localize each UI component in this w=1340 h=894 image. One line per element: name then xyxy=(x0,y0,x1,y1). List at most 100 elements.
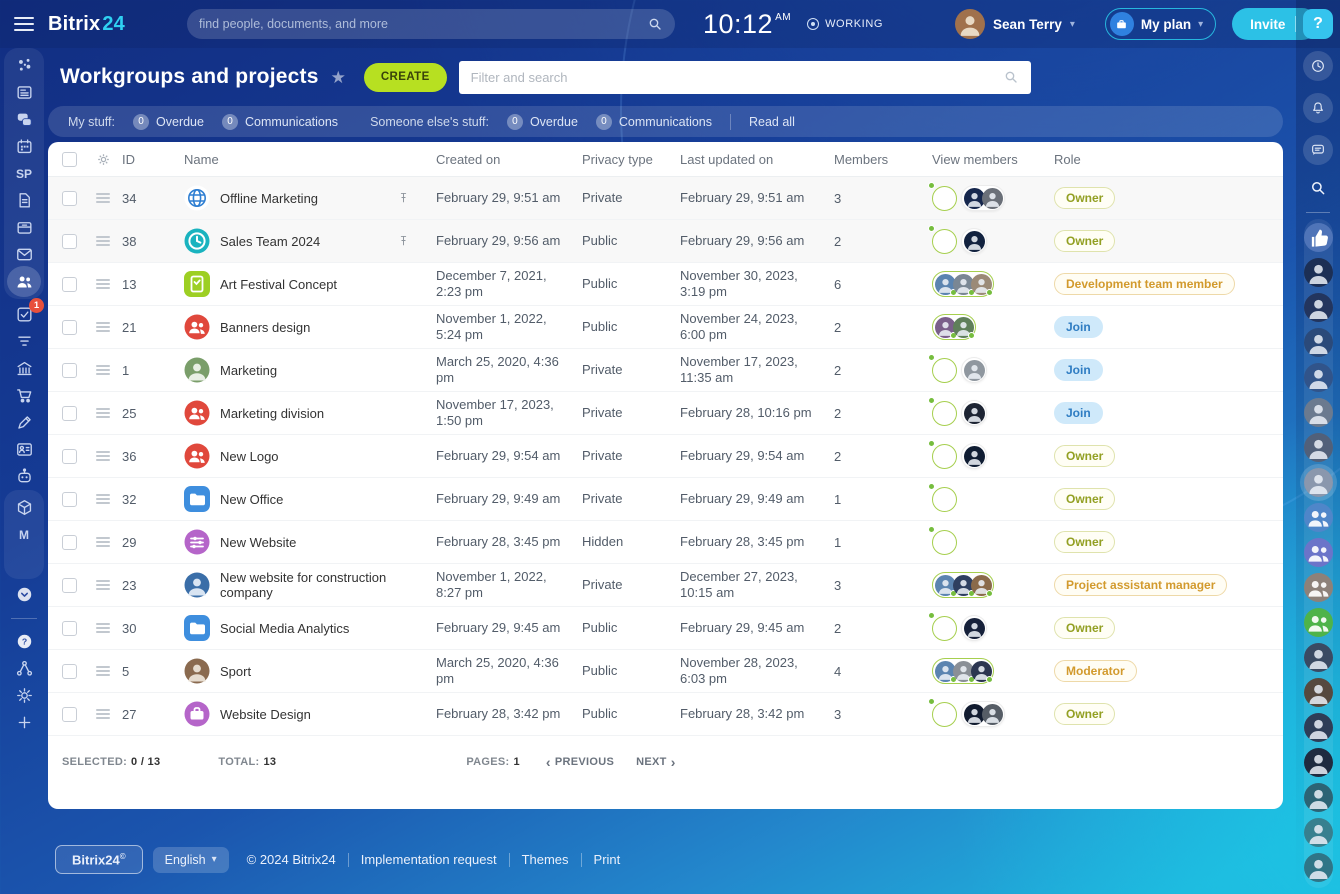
member-avatar[interactable] xyxy=(952,273,975,296)
sidebar-item-company[interactable] xyxy=(6,355,42,382)
green-members-pill[interactable] xyxy=(932,314,976,340)
row-checkbox[interactable] xyxy=(62,491,77,507)
table-row[interactable]: 30 Social Media Analytics February 29, 9:4… xyxy=(48,607,1283,650)
person-avatar[interactable] xyxy=(1303,293,1333,322)
favorite-star-icon[interactable]: ★ xyxy=(330,68,346,87)
row-drag-handle[interactable] xyxy=(96,623,110,633)
table-row[interactable]: 13 Art Festival Concept December 7, 2021, … xyxy=(48,263,1283,306)
row-checkbox[interactable] xyxy=(62,620,77,636)
workgroup-name[interactable]: New Website xyxy=(220,534,297,550)
workgroup-name[interactable]: New website for construction company xyxy=(220,570,387,600)
person-avatar[interactable] xyxy=(1303,783,1333,812)
member-avatar[interactable] xyxy=(963,703,985,725)
member-avatar[interactable] xyxy=(981,703,1003,725)
members-pill[interactable] xyxy=(961,443,987,469)
workgroup-name[interactable]: Marketing division xyxy=(220,405,325,421)
global-search[interactable] xyxy=(186,9,675,39)
filter-search-icon[interactable] xyxy=(1003,69,1019,85)
create-button[interactable]: CREATE xyxy=(363,62,447,92)
row-checkbox[interactable] xyxy=(62,706,77,722)
sidebar-item-live-feed[interactable] xyxy=(6,52,42,79)
member-avatar[interactable] xyxy=(963,402,985,424)
role-badge[interactable]: Owner xyxy=(1054,488,1116,510)
member-avatar[interactable] xyxy=(963,230,985,252)
role-badge[interactable]: Owner xyxy=(1054,617,1116,639)
row-checkbox[interactable] xyxy=(62,190,77,206)
role-badge[interactable]: Owner xyxy=(1054,445,1116,467)
role-badge[interactable]: Owner xyxy=(1054,187,1116,209)
workgroup-name[interactable]: Offline Marketing xyxy=(220,190,319,206)
sidebar-search-icon[interactable] xyxy=(1309,179,1327,202)
group-avatar[interactable] xyxy=(1303,608,1333,637)
footer-brand-button[interactable]: Bitrix24© xyxy=(55,845,143,875)
table-row[interactable]: 34 Offline Marketing February 29, 9:51 am P… xyxy=(48,177,1283,220)
table-row[interactable]: 23 New website for construction company No… xyxy=(48,564,1283,607)
green-members-pill[interactable] xyxy=(932,658,994,684)
row-checkbox[interactable] xyxy=(62,319,77,335)
table-settings-gear-icon[interactable] xyxy=(96,152,111,167)
sidebar-item-mail[interactable] xyxy=(6,241,42,268)
group-avatar[interactable] xyxy=(1303,538,1333,567)
pin-icon[interactable] xyxy=(397,191,410,206)
member-avatar[interactable] xyxy=(963,359,985,381)
sidebar-item-store[interactable] xyxy=(6,382,42,409)
workgroup-name[interactable]: Art Festival Concept xyxy=(220,276,338,292)
row-drag-handle[interactable] xyxy=(96,279,110,289)
language-selector[interactable]: English ▾ xyxy=(152,846,229,873)
my-stuff-communications-chip[interactable]: 0 Communications xyxy=(221,113,338,130)
user-avatar[interactable] xyxy=(955,9,986,39)
members-pill[interactable] xyxy=(961,357,987,383)
member-avatar[interactable] xyxy=(934,316,957,339)
person-avatar[interactable] xyxy=(1303,818,1333,847)
role-badge[interactable]: Project assistant manager xyxy=(1054,574,1228,596)
row-drag-handle[interactable] xyxy=(96,666,110,676)
global-search-input[interactable] xyxy=(198,17,647,31)
member-avatar[interactable] xyxy=(952,574,975,597)
table-row[interactable]: 5 Sport March 25, 2020, 4:36 pm Public Novem… xyxy=(48,650,1283,693)
row-drag-handle[interactable] xyxy=(96,580,110,590)
workgroup-name[interactable]: Sales Team 2024 xyxy=(220,233,321,249)
select-all-checkbox[interactable] xyxy=(62,151,77,167)
group-avatar[interactable] xyxy=(1303,503,1333,532)
row-checkbox[interactable] xyxy=(62,405,77,421)
members-pill[interactable] xyxy=(961,400,987,426)
someone-stuff-communications-chip[interactable]: 0 Communications xyxy=(595,113,712,130)
row-drag-handle[interactable] xyxy=(96,193,110,203)
row-drag-handle[interactable] xyxy=(96,537,110,547)
role-badge[interactable]: Join xyxy=(1054,402,1103,424)
group-avatar[interactable] xyxy=(1303,573,1333,602)
row-drag-handle[interactable] xyxy=(96,709,110,719)
my-plan-button[interactable]: My plan ▾ xyxy=(1104,8,1217,40)
sidebar-item-spaces[interactable]: SP xyxy=(15,166,32,181)
col-header-members[interactable]: Members xyxy=(834,151,889,167)
sidebar-item-catalog[interactable] xyxy=(6,494,42,521)
footer-link[interactable]: Print xyxy=(593,852,621,868)
person-avatar[interactable] xyxy=(1303,363,1333,392)
person-avatar[interactable] xyxy=(1303,853,1333,882)
person-avatar[interactable] xyxy=(1303,713,1333,742)
table-row[interactable]: 27 Website Design February 28, 3:42 pm Publ… xyxy=(48,693,1283,736)
sidebar-item-newsfeed[interactable] xyxy=(6,79,42,106)
workgroup-name[interactable]: Sport xyxy=(220,663,252,679)
sidebar-item-copilot[interactable] xyxy=(6,463,42,490)
row-drag-handle[interactable] xyxy=(96,322,110,332)
person-avatar[interactable] xyxy=(1303,468,1333,497)
pin-icon[interactable] xyxy=(397,234,410,249)
table-row[interactable]: 32 New Office February 29, 9:49 am Private F… xyxy=(48,478,1283,521)
workgroup-name[interactable]: Social Media Analytics xyxy=(220,620,350,636)
workgroup-name[interactable]: Marketing xyxy=(220,362,278,378)
col-header-privacy[interactable]: Privacy type xyxy=(582,151,653,167)
footer-link[interactable]: Implementation request xyxy=(360,852,497,868)
col-header-role[interactable]: Role xyxy=(1054,151,1081,167)
sidebar-item-market[interactable]: M xyxy=(19,527,29,542)
green-members-pill[interactable] xyxy=(932,572,994,598)
person-avatar[interactable] xyxy=(1303,258,1333,287)
row-drag-handle[interactable] xyxy=(96,494,110,504)
role-badge[interactable]: Development team member xyxy=(1054,273,1235,295)
workgroup-name[interactable]: Banners design xyxy=(220,319,311,335)
col-header-name[interactable]: Name xyxy=(184,151,219,167)
notifications-button[interactable] xyxy=(1303,93,1333,123)
main-menu-icon[interactable] xyxy=(14,17,34,31)
role-badge[interactable]: Moderator xyxy=(1054,660,1137,682)
members-pill[interactable] xyxy=(961,185,1005,211)
